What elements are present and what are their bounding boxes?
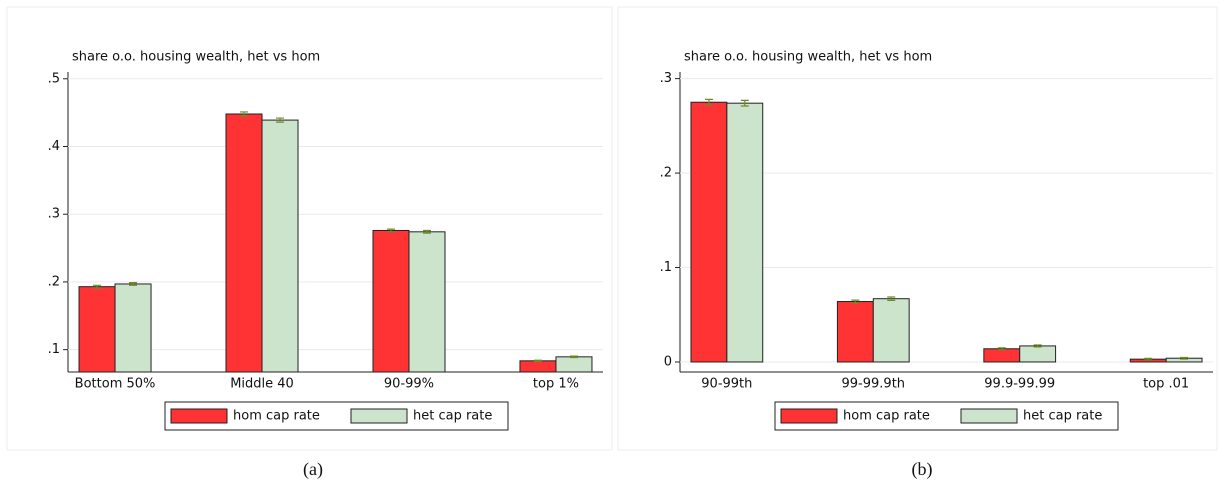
bar	[1019, 345, 1057, 363]
x-tick-label: 90-99th	[701, 377, 752, 392]
bar	[836, 301, 874, 363]
bar	[372, 229, 410, 373]
x-tick-label: 99-99.9th	[842, 377, 906, 392]
error-bar	[386, 228, 395, 233]
error-bar	[129, 282, 138, 286]
error-bar	[1033, 344, 1042, 348]
bar	[872, 298, 910, 363]
caption: (b)	[912, 459, 933, 480]
legend-swatch	[170, 408, 228, 424]
y-tick-label: .1	[660, 260, 672, 275]
x-tick-label: Middle 40	[230, 377, 294, 392]
y-tick-label: .3	[48, 207, 60, 222]
panel-frame	[6, 6, 613, 451]
bar	[555, 356, 593, 373]
x-tick-label: 90-99%	[384, 377, 434, 392]
error-bar	[851, 299, 860, 304]
error-bar	[93, 284, 102, 289]
bar	[78, 286, 116, 373]
error-bar	[1144, 357, 1153, 361]
y-tick-label: 0	[664, 354, 672, 369]
legend-label: hom cap rate	[843, 409, 930, 424]
error-bar	[569, 355, 578, 359]
y-tick-label: .2	[660, 166, 672, 181]
y-tick-label: .3	[660, 71, 672, 86]
x-tick-label: top 1%	[533, 377, 579, 392]
x-tick-label: Bottom 50%	[75, 377, 156, 392]
legend-swatch	[350, 408, 408, 424]
bar	[690, 101, 728, 363]
chart-title: share o.o. housing wealth, het vs hom	[684, 50, 932, 65]
error-bar	[740, 99, 749, 107]
y-tick-label: .1	[48, 342, 60, 357]
y-tick-label: .4	[48, 139, 60, 154]
y-tick-label: .5	[48, 71, 60, 86]
error-bar	[887, 296, 896, 302]
error-bar	[997, 347, 1006, 351]
chart-title: share o.o. housing wealth, het vs hom	[72, 50, 320, 65]
error-bar	[240, 111, 249, 117]
error-bar	[422, 229, 431, 234]
error-bar	[533, 359, 542, 362]
error-bar	[276, 117, 285, 123]
error-bar	[704, 98, 713, 106]
legend-label: het cap rate	[413, 409, 492, 424]
bar	[114, 283, 152, 373]
y-tick-label: .2	[48, 274, 60, 289]
bar	[519, 360, 557, 373]
bar	[261, 119, 299, 373]
bar	[983, 348, 1021, 363]
legend-swatch	[960, 408, 1018, 424]
x-tick-label: 99.9-99.99	[984, 377, 1055, 392]
legend-label: het cap rate	[1023, 409, 1102, 424]
legend-swatch	[780, 408, 838, 424]
panel-frame	[617, 6, 1218, 451]
bar	[225, 113, 263, 373]
legend-label: hom cap rate	[233, 409, 320, 424]
x-tick-label: top .01	[1143, 377, 1189, 392]
error-bar	[1180, 356, 1189, 360]
bar	[408, 231, 446, 373]
caption: (a)	[303, 459, 323, 480]
bar	[726, 102, 764, 363]
